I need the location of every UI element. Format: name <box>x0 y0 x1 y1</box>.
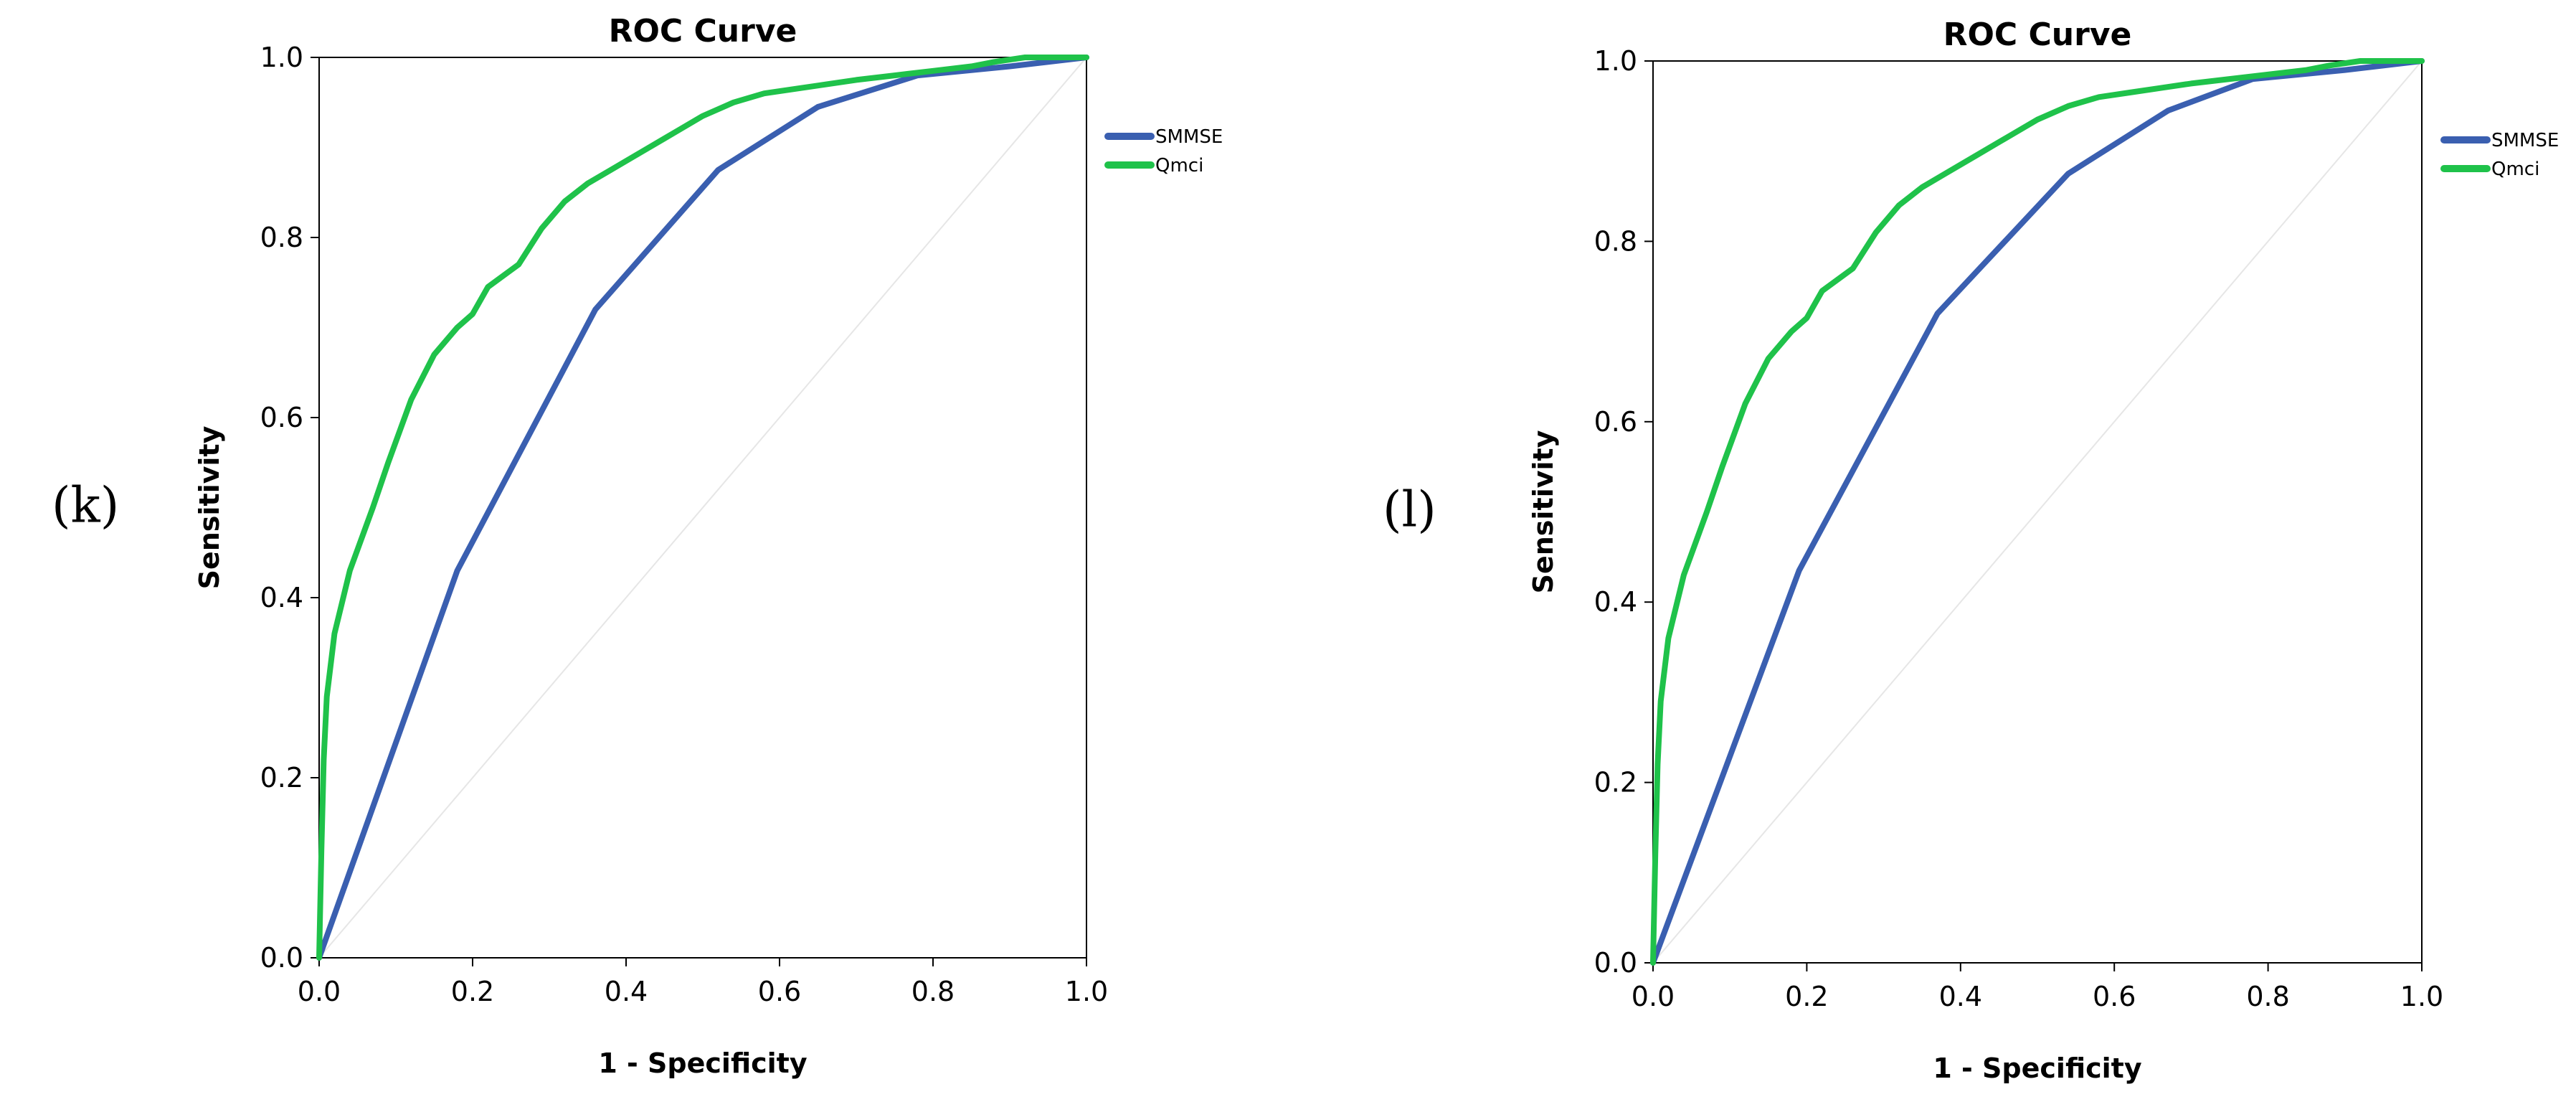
x-axis-title: 1 - Specificity <box>1933 1052 2141 1084</box>
legend-label: SMMSE <box>1155 126 1223 148</box>
y-tick-label: 0.4 <box>260 582 303 613</box>
x-tick-label: 1.0 <box>1065 976 1108 1007</box>
x-tick-label: 0.4 <box>1939 981 1982 1012</box>
panel-label: (l) <box>1383 482 1436 539</box>
chart-title: ROC Curve <box>609 13 797 50</box>
y-tick-label: 0.8 <box>1594 225 1637 257</box>
reference-diagonal <box>318 57 1087 959</box>
reference-diagonal <box>1652 60 2423 964</box>
y-tick-label: 0.2 <box>1594 767 1637 799</box>
y-tick-label: 1.0 <box>1594 45 1637 77</box>
series-line-smmse <box>1650 58 2425 966</box>
x-tick-label: 0.8 <box>2246 981 2289 1012</box>
x-tick-label: 1.0 <box>2400 981 2443 1012</box>
plot-frame <box>1652 60 2423 964</box>
x-tick-label: 0.6 <box>758 976 801 1007</box>
y-tick-label: 0.2 <box>260 762 303 793</box>
x-tick-label: 0.0 <box>1632 981 1675 1012</box>
y-axis-title: Sensitivity <box>194 425 225 589</box>
x-tick-label: 0.2 <box>451 976 494 1007</box>
legend-label: Qmci <box>2491 159 2539 180</box>
roc-panel-k: (k) ROC Curve 0.0 0.2 0.4 0.6 0.8 1.0 0.0 0.2 0.4 0… <box>52 13 1223 1079</box>
series-line-smmse <box>316 55 1089 961</box>
y-tick-label: 0.4 <box>1594 586 1637 618</box>
x-tick-label: 0.0 <box>298 976 341 1007</box>
roc-panel-l: (l) ROC Curve 0.0 0.2 0.4 0.6 0.8 1.0 0.0 0.2 0.4 0… <box>1383 17 2559 1084</box>
y-tick-label: 0.0 <box>260 942 303 974</box>
panel-label: (k) <box>52 478 119 534</box>
y-tick-label: 0.8 <box>260 222 303 253</box>
x-tick-label: 0.2 <box>1785 981 1828 1012</box>
x-tick-label: 0.4 <box>605 976 648 1007</box>
chart-title: ROC Curve <box>1943 17 2132 53</box>
legend-label: SMMSE <box>2491 130 2559 151</box>
x-tick-label: 0.8 <box>911 976 955 1007</box>
x-tick-label: 0.6 <box>2093 981 2136 1012</box>
y-axis-title: Sensitivity <box>1528 430 1559 593</box>
legend-label: Qmci <box>1155 155 1203 176</box>
y-tick-label: 0.0 <box>1594 947 1637 979</box>
plot-frame <box>318 57 1087 959</box>
x-axis-title: 1 - Specificity <box>598 1047 807 1079</box>
y-tick-label: 0.6 <box>260 402 303 433</box>
y-tick-label: 1.0 <box>260 42 303 73</box>
y-tick-label: 0.6 <box>1594 406 1637 438</box>
series-line-qmci <box>316 55 1089 961</box>
series-line-qmci <box>1650 58 2425 966</box>
